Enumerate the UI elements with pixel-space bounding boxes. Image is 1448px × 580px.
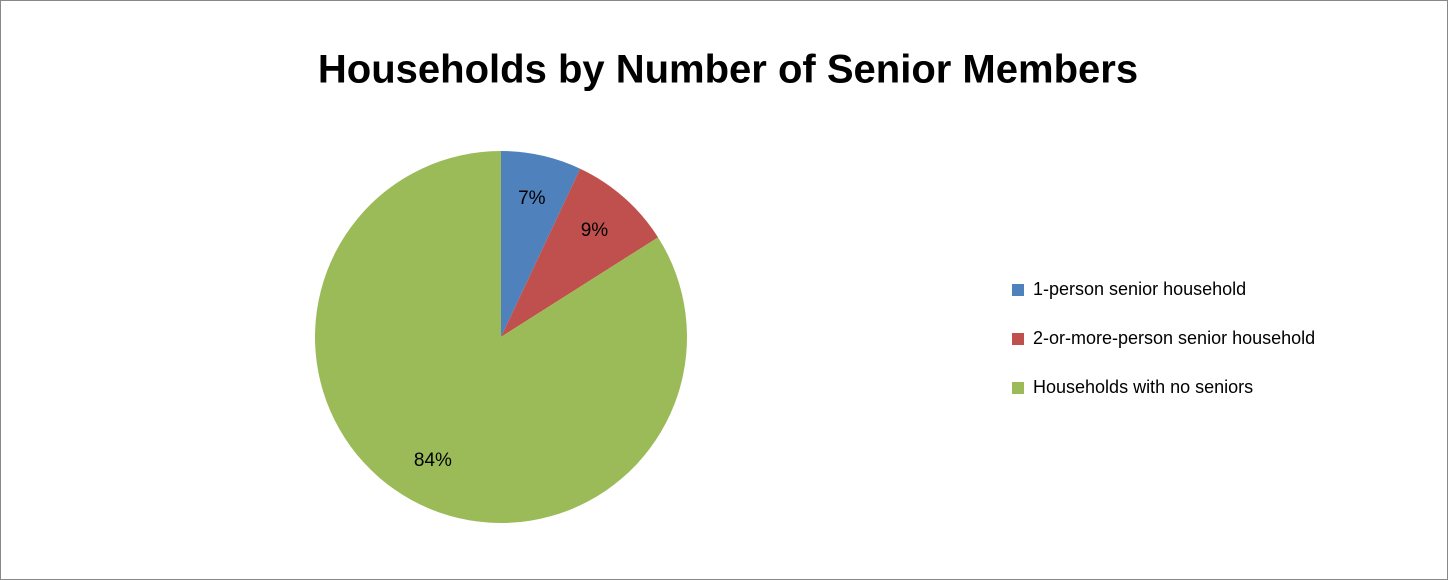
- pie-slice: [501, 168, 659, 337]
- chart-title: Households by Number of Senior Members: [318, 48, 1138, 92]
- legend-label: 1-person senior household: [1033, 279, 1246, 299]
- pie-slice: [501, 151, 581, 337]
- legend-label: Households with no seniors: [1033, 377, 1253, 397]
- legend-swatch: [1012, 284, 1024, 296]
- legend-label: 2-or-more-person senior household: [1033, 328, 1315, 348]
- pie-slice: [315, 151, 687, 523]
- legend-swatch: [1012, 333, 1024, 345]
- legend-swatch: [1012, 382, 1024, 394]
- slice-label: 84%: [414, 450, 452, 471]
- slice-label: 9%: [581, 220, 609, 241]
- slice-label: 7%: [518, 188, 546, 209]
